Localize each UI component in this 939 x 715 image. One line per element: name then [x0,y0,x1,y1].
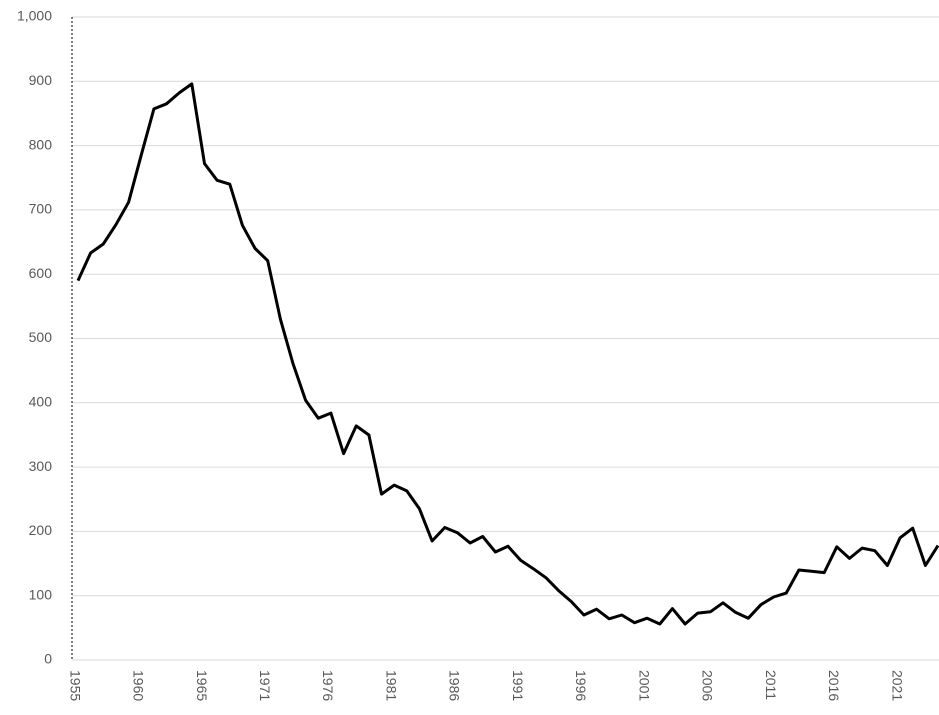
x-tick-label: 1986 [447,670,463,701]
y-tick-label: 400 [29,394,53,410]
x-tick-label: 1976 [320,670,336,701]
y-tick-label: 500 [29,329,53,345]
x-tick-label: 2016 [826,670,842,701]
y-tick-label: 1,000 [17,8,52,24]
x-tick-label: 1971 [257,670,273,701]
x-tick-label: 1991 [510,670,526,701]
data-line [76,82,939,626]
x-tick-label: 1955 [67,670,83,701]
x-tick-label: 2011 [763,670,779,700]
y-tick-label: 600 [29,265,53,281]
x-tick-label: 1960 [131,670,147,701]
y-tick-label: 0 [44,651,52,667]
y-tick-label: 200 [29,522,53,538]
x-tick-label: 1996 [573,670,589,701]
y-tick-label: 100 [29,586,53,602]
y-tick-label: 800 [29,136,53,152]
x-tick-label: 2001 [636,670,652,701]
x-tick-label: 2021 [889,670,905,701]
y-tick-label: 900 [29,72,53,88]
x-tick-label: 1965 [194,670,210,701]
x-tick-label: 2006 [700,670,716,701]
y-tick-label: 700 [29,201,53,217]
y-tick-label: 300 [29,458,53,474]
x-tick-label: 1981 [383,670,399,701]
